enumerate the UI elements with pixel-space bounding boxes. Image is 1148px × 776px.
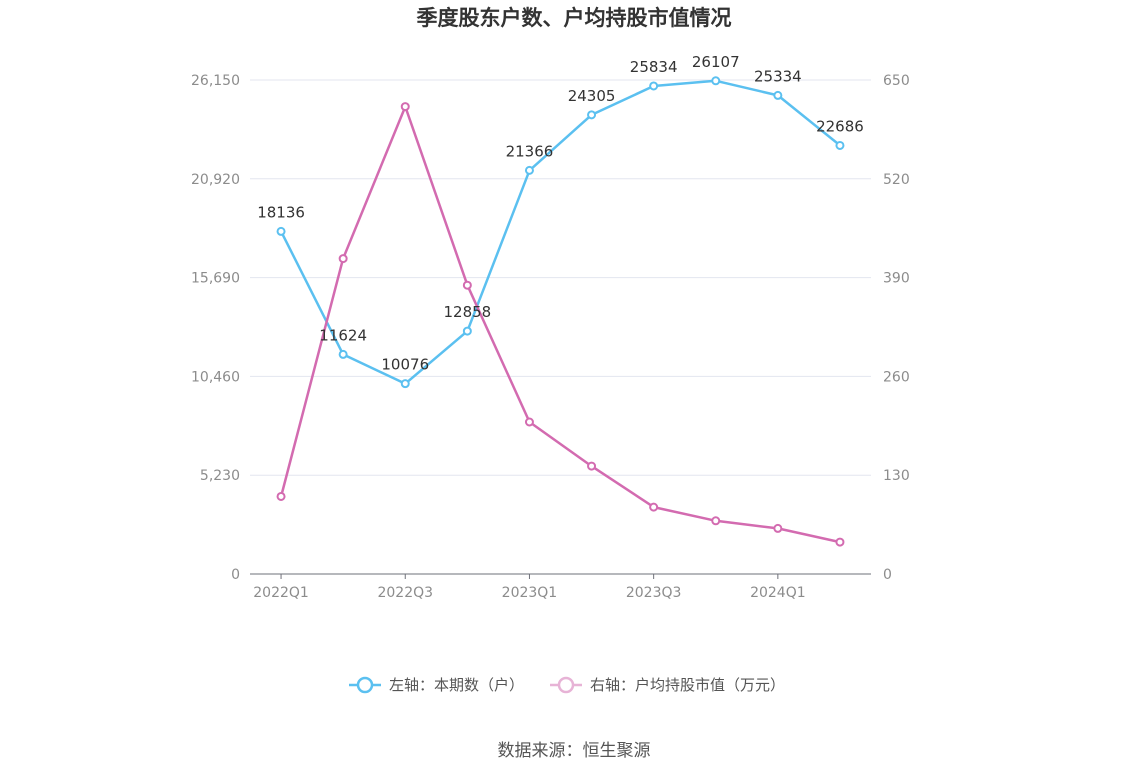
data-point [276,491,286,501]
y-left-tick-label: 20,920 [191,172,240,188]
y-right-tick-label: 390 [883,271,910,287]
axes: 0 0 5,230 130 10,460 260 15,690 390 20,920 520 26,… [191,73,910,601]
data-label: 10076 [381,356,429,374]
series-line-1 [279,79,841,385]
y-right-tick-label: 0 [883,567,892,583]
series-layer [276,76,845,547]
data-label: 18136 [257,203,305,221]
grid-lines [250,79,871,476]
legend[interactable]: 左轴：本期数（户） 右轴：户均持股市值（万元） [349,676,785,694]
data-label: 24305 [568,87,616,105]
data-point [587,461,597,471]
data-point [276,226,286,236]
y-right-tick-label: 650 [883,73,910,89]
data-label: 25834 [630,58,678,76]
x-tick-label: 2024Q1 [750,585,806,601]
x-tick-label: 2023Q3 [626,585,682,601]
data-label: 25334 [754,67,802,85]
legend-marker-icon [557,676,575,694]
y-right-tick-label: 130 [883,468,910,484]
data-point [524,417,534,427]
x-tick-label: 2022Q3 [377,585,433,601]
data-point [400,102,410,112]
data-point [711,76,721,86]
data-labels: 18136 11624 10076 12858 21366 24305 25834 26107… [257,53,864,374]
data-label: 12858 [443,303,491,321]
source-note: 数据来源：恒生聚源 [498,741,651,761]
data-point [462,326,472,336]
y-left-tick-label: 15,690 [191,271,240,287]
data-label: 22686 [816,117,864,135]
legend-item-2[interactable]: 右轴：户均持股市值（万元） [550,676,785,694]
data-point [711,516,721,526]
y-left-tick-label: 26,150 [191,73,240,89]
y-left-tick-label: 10,460 [191,369,240,385]
series-line-2 [279,105,841,544]
data-point [649,502,659,512]
data-point [773,90,783,100]
legend-label: 左轴：本期数（户） [389,676,524,694]
data-label: 26107 [692,53,740,71]
data-label: 21366 [506,142,554,160]
data-point [835,537,845,547]
data-label: 11624 [319,326,367,344]
x-tick-label: 2023Q1 [502,585,558,601]
data-point [649,81,659,91]
y-left-tick-label: 5,230 [200,468,240,484]
y-left-tick-label: 0 [231,567,240,583]
data-point [773,523,783,533]
legend-item-1[interactable]: 左轴：本期数（户） [349,676,524,694]
data-point [400,379,410,389]
chart-title: 季度股东户数、户均持股市值情况 [417,6,732,30]
x-tick-label: 2022Q1 [253,585,309,601]
y-right-tick-label: 260 [883,369,910,385]
legend-label: 右轴：户均持股市值（万元） [590,676,785,694]
data-point [587,110,597,120]
data-point [338,254,348,264]
data-point [835,140,845,150]
data-point [338,349,348,359]
legend-marker-icon [356,676,374,694]
y-right-tick-label: 520 [883,172,910,188]
data-point [462,280,472,290]
data-point [524,165,534,175]
